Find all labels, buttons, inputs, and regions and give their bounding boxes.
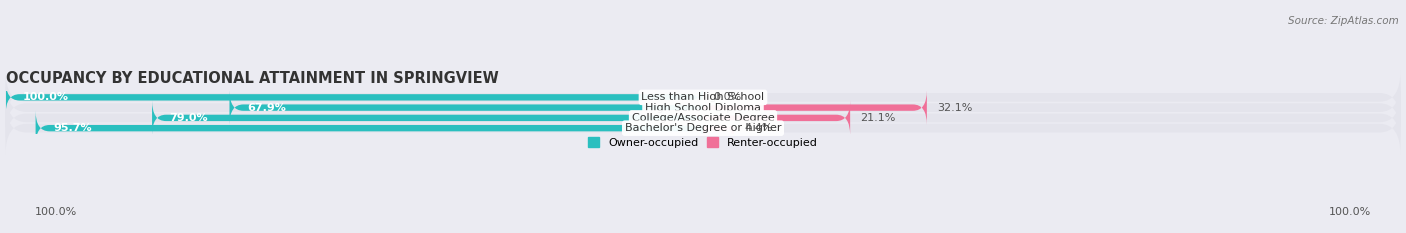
Text: 100.0%: 100.0% (1329, 207, 1371, 217)
Text: 100.0%: 100.0% (22, 92, 69, 102)
FancyBboxPatch shape (703, 90, 927, 125)
Text: Less than High School: Less than High School (641, 92, 765, 102)
Text: College/Associate Degree: College/Associate Degree (631, 113, 775, 123)
FancyBboxPatch shape (6, 81, 1400, 134)
FancyBboxPatch shape (6, 80, 703, 115)
Text: High School Diploma: High School Diploma (645, 103, 761, 113)
Text: OCCUPANCY BY EDUCATIONAL ATTAINMENT IN SPRINGVIEW: OCCUPANCY BY EDUCATIONAL ATTAINMENT IN S… (6, 71, 498, 86)
Text: Bachelor's Degree or higher: Bachelor's Degree or higher (624, 123, 782, 133)
Text: Source: ZipAtlas.com: Source: ZipAtlas.com (1288, 16, 1399, 26)
Text: 100.0%: 100.0% (35, 207, 77, 217)
FancyBboxPatch shape (703, 100, 851, 135)
Text: 95.7%: 95.7% (53, 123, 91, 133)
Text: 67.9%: 67.9% (247, 103, 285, 113)
FancyBboxPatch shape (152, 100, 703, 135)
Text: 32.1%: 32.1% (938, 103, 973, 113)
Text: 79.0%: 79.0% (170, 113, 208, 123)
FancyBboxPatch shape (6, 102, 1400, 155)
FancyBboxPatch shape (35, 111, 703, 146)
Text: 0.0%: 0.0% (713, 92, 742, 102)
Text: 21.1%: 21.1% (860, 113, 896, 123)
FancyBboxPatch shape (6, 91, 1400, 144)
FancyBboxPatch shape (6, 71, 1400, 124)
Legend: Owner-occupied, Renter-occupied: Owner-occupied, Renter-occupied (583, 133, 823, 152)
FancyBboxPatch shape (229, 90, 703, 125)
FancyBboxPatch shape (703, 111, 734, 146)
Text: 4.4%: 4.4% (744, 123, 773, 133)
